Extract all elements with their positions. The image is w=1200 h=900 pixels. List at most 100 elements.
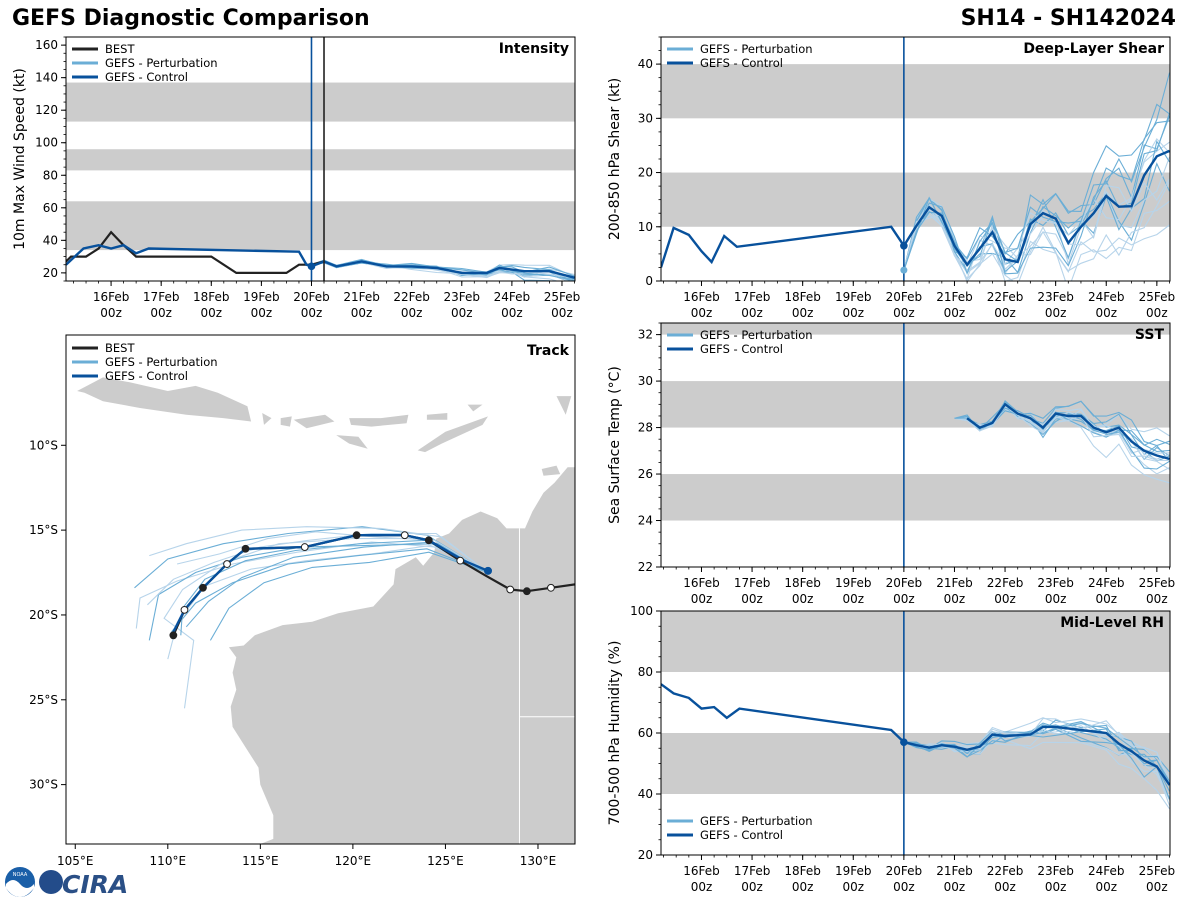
shear-xtick-hour: 00z [741,306,763,320]
track-ytick-label: 25°S [29,693,58,707]
bali-island [262,413,272,425]
intensity-ytick-label: 100 [35,136,58,150]
sst-xtick-hour: 00z [691,592,713,606]
track-map-area [66,335,575,844]
shear-xtick-hour: 00z [944,306,966,320]
sst-xtick-date: 23Feb [1037,576,1074,590]
sst-perturbation-line [954,400,1170,446]
shear-legend-perturbation: GEFS - Perturbation [700,42,813,56]
intensity-ytick-label: 160 [35,38,58,52]
sst-xtick-hour: 00z [1146,592,1168,606]
sst-title: SST [1135,327,1165,343]
rh-ytick-label: 40 [638,787,653,801]
perturbation-track [171,548,489,633]
intensity-title: Intensity [499,41,569,57]
sst-xtick-date: 18Feb [784,576,821,590]
sst-xtick-date: 19Feb [835,576,872,590]
rh-legend-control: GEFS - Control [700,828,783,842]
figure-title: GEFS Diagnostic Comparison [12,6,370,31]
storm-id: SH14 - SH142024 [960,6,1176,31]
rh-title: Mid-Level RH [1060,615,1164,631]
shear-legend-control: GEFS - Control [700,56,783,70]
shear-perturbation-line [903,139,1170,275]
rh-xtick-hour: 00z [1045,880,1067,894]
track-ytick-label: 15°S [29,523,58,537]
track-panel: 105°E 110°E 115°E 120°E 125°E 130°E 10°S 15°S 20… [29,334,576,868]
rh-xtick-hour: 00z [792,880,814,894]
intensity-ylabel: 10m Max Wind Speed (kt) [12,68,28,250]
sst-perturbation-line [954,400,1170,447]
sst-xtick-hour: 00z [1045,592,1067,606]
rh-xtick-hour: 00z [842,880,864,894]
best-track-marker [169,631,178,640]
sst-xtick-date: 22Feb [987,576,1024,590]
australia-land [228,467,575,844]
sst-ytick-label: 32 [638,328,653,342]
shear-xtick-hour: 00z [1146,306,1168,320]
rh-control-marker [900,738,908,746]
intensity-xtick-hour: 00z [200,306,222,320]
intensity-control-line [66,243,575,279]
track-title: Track [527,343,570,359]
rh-xtick-hour: 00z [1095,880,1117,894]
track-frame [65,334,576,845]
intensity-control-marker [307,262,316,271]
rh-ytick-label: 100 [630,604,653,618]
shear-plot-area [661,37,1170,281]
shear-xtick-date: 17Feb [734,290,771,304]
rh-plot-area [661,611,1170,855]
shear-xtick-hour: 00z [893,306,915,320]
java-island [77,377,252,422]
intensity-ytick-label: 40 [43,233,58,247]
sst-ytick-label: 22 [638,560,653,574]
lombok-island [280,416,292,427]
rh-xtick-date: 18Feb [784,864,821,878]
rh-xtick-hour: 00z [741,880,763,894]
intensity-legend-control: GEFS - Control [105,70,188,84]
track-xtick-label: 105°E [57,854,94,868]
rh-xtick-hour: 00z [944,880,966,894]
intensity-xtick-hour: 00z [501,306,523,320]
tiwi-island [541,465,561,476]
rh-ytick-label: 60 [638,726,653,740]
sst-ytick-label: 24 [638,514,653,528]
rh-xtick-date: 24Feb [1088,864,1125,878]
rh-panel: 20 40 60 80 100 16Feb 00z 17Feb 00z 18Feb 00z 19Feb… [607,604,1175,894]
intensity-ytick-label: 80 [43,168,58,182]
shear-ytick-label: 20 [638,166,653,180]
track-ytick-label: 30°S [29,778,58,792]
shear-title: Deep-Layer Shear [1023,41,1164,57]
noaa-logo-text: NOAA [13,872,28,878]
shear-control-line [661,149,1170,268]
logos: NOAA CIRA [5,867,128,899]
shear-perturbation-line [903,103,1170,271]
rh-xtick-date: 16Feb [683,864,720,878]
wetar-island [467,404,483,412]
shear-panel: 0 10 20 30 40 16Feb 00z 17Feb 00z 18Feb 00z 19Feb 00… [607,36,1175,320]
intensity-xtick-date: 25Feb [544,290,581,304]
track-legend-control: GEFS - Control [105,369,188,383]
shear-xtick-hour: 00z [792,306,814,320]
shear-perturbation-marker [900,266,908,274]
shear-perturbation-line [903,137,1170,271]
intensity-panel: 20 40 60 80 100 120 140 160 16Feb 00z 17Feb 00z 18Fe… [12,36,581,320]
sst-legend-control: GEFS - Control [700,342,783,356]
best-track-marker [300,543,309,551]
rh-xtick-date: 25Feb [1139,864,1176,878]
rh-xtick-date: 20Feb [886,864,923,878]
noaa-logo-wave [6,880,34,897]
intensity-band [66,201,575,251]
perturbation-track [209,551,489,641]
intensity-xtick-hour: 00z [251,306,273,320]
best-track-marker [522,587,531,596]
shear-xtick-date: 20Feb [886,290,923,304]
intensity-xtick-date: 19Feb [243,290,280,304]
rh-xtick-date: 22Feb [987,864,1024,878]
intensity-ytick-label: 120 [35,103,58,117]
rh-band [661,611,1170,672]
cira-logo-text: CIRA [62,870,128,899]
shear-xtick-date: 18Feb [784,290,821,304]
sst-xtick-date: 16Feb [683,576,720,590]
best-track-marker [352,531,361,540]
best-track-marker [199,583,207,592]
